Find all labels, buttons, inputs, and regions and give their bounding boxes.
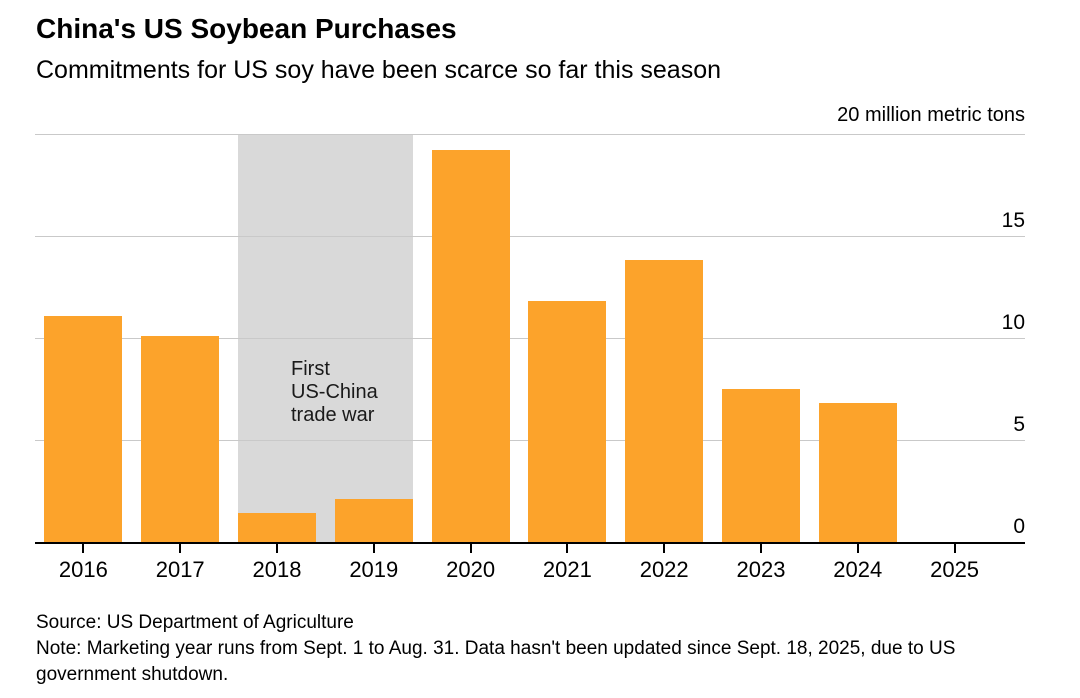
trade-war-annotation: First US-China trade war bbox=[291, 358, 378, 426]
x-slot-2019: 2019 bbox=[325, 544, 422, 582]
x-tick-label-2025: 2025 bbox=[930, 557, 980, 582]
x-tick-label-2016: 2016 bbox=[58, 557, 108, 582]
x-tick-label-2022: 2022 bbox=[639, 557, 689, 582]
y-tick-label-0: 0 bbox=[1013, 515, 1025, 538]
x-tick-2024 bbox=[856, 544, 859, 553]
y-tick-label-15: 15 bbox=[1001, 209, 1025, 232]
bar-slot-2017 bbox=[132, 134, 229, 542]
bar-slot-2020 bbox=[422, 134, 519, 542]
x-slot-2021: 2021 bbox=[519, 544, 616, 582]
x-tick-2020 bbox=[469, 544, 472, 553]
chart-footer: Source: US Department of Agriculture Not… bbox=[36, 610, 1044, 688]
bar-slot-2022 bbox=[616, 134, 713, 542]
x-tick-2022 bbox=[663, 544, 666, 553]
x-tick-label-2023: 2023 bbox=[736, 557, 786, 582]
bar-slot-2019 bbox=[325, 134, 422, 542]
x-tick-label-2021: 2021 bbox=[542, 557, 592, 582]
y-tick-label-5: 5 bbox=[1013, 413, 1025, 436]
x-tick-2021 bbox=[566, 544, 569, 553]
gridline-20 bbox=[35, 134, 1025, 135]
bar-2020 bbox=[431, 150, 510, 542]
chart-header: China's US Soybean Purchases Commitments… bbox=[0, 0, 1080, 85]
y-axis-unit-row: 20 million metric tons bbox=[0, 103, 1025, 127]
x-tick-label-2024: 2024 bbox=[833, 557, 883, 582]
x-tick-label-2018: 2018 bbox=[252, 557, 302, 582]
x-tick-2025 bbox=[953, 544, 956, 553]
x-tick-label-2017: 2017 bbox=[155, 557, 205, 582]
plot-area: First US-China trade war 0 5 10 15 bbox=[35, 134, 1025, 544]
source-text: Source: US Department of Agriculture bbox=[36, 612, 354, 633]
x-tick-2016 bbox=[82, 544, 85, 553]
bar-slot-2023 bbox=[713, 134, 810, 542]
x-axis-labels: 2016 2017 2018 2019 2020 2021 2022 2023 2024 2025 bbox=[35, 544, 1003, 582]
bar-2017 bbox=[141, 335, 220, 542]
gridline-15 bbox=[35, 236, 1025, 237]
bar-2022 bbox=[625, 260, 704, 542]
chart-title: China's US Soybean Purchases bbox=[36, 13, 457, 44]
bar-2023 bbox=[721, 389, 800, 542]
y-tick-label-10: 10 bbox=[1001, 311, 1025, 334]
bar-slot-2016 bbox=[35, 134, 132, 542]
note-text: Note: Marketing year runs from Sept. 1 t… bbox=[36, 638, 956, 685]
chart-subtitle: Commitments for US soy have been scarce … bbox=[36, 56, 722, 84]
x-slot-2016: 2016 bbox=[35, 544, 132, 582]
bar-slot-2021 bbox=[519, 134, 616, 542]
x-tick-2023 bbox=[759, 544, 762, 553]
x-tick-label-2019: 2019 bbox=[349, 557, 399, 582]
x-slot-2025: 2025 bbox=[906, 544, 1003, 582]
x-slot-2023: 2023 bbox=[713, 544, 810, 582]
x-slot-2020: 2020 bbox=[422, 544, 519, 582]
x-tick-2018 bbox=[275, 544, 278, 553]
bar-slot-2018 bbox=[229, 134, 326, 542]
bar-2021 bbox=[528, 301, 607, 542]
bar-2024 bbox=[818, 403, 897, 542]
y-axis-unit-label: 20 million metric tons bbox=[837, 104, 1025, 126]
bar-2018 bbox=[237, 513, 316, 542]
x-slot-2022: 2022 bbox=[616, 544, 713, 582]
x-tick-label-2020: 2020 bbox=[446, 557, 496, 582]
bar-slot-2024 bbox=[809, 134, 906, 542]
x-slot-2018: 2018 bbox=[229, 544, 326, 582]
bar-2019 bbox=[334, 499, 413, 542]
x-tick-2019 bbox=[372, 544, 375, 553]
bar-slot-2025 bbox=[906, 134, 1003, 542]
x-tick-2017 bbox=[179, 544, 182, 553]
x-slot-2017: 2017 bbox=[132, 544, 229, 582]
x-slot-2024: 2024 bbox=[809, 544, 906, 582]
bar-2016 bbox=[44, 315, 123, 542]
bars-row: First US-China trade war bbox=[35, 134, 1003, 542]
x-axis: 2016 2017 2018 2019 2020 2021 2022 2023 2024 2025 bbox=[35, 544, 1025, 582]
